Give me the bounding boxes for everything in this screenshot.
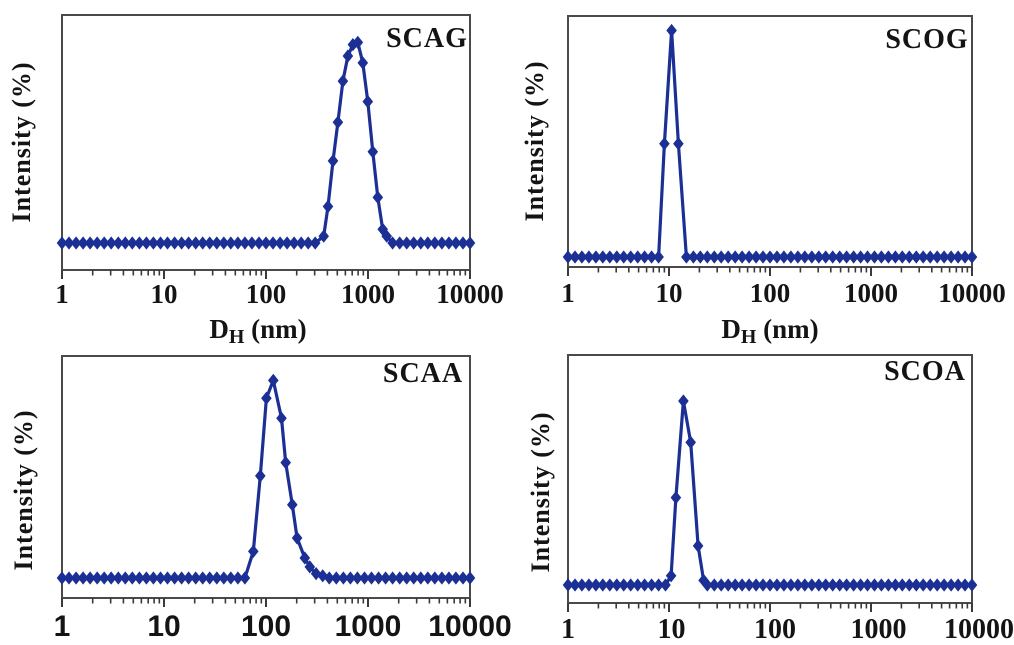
x-tick-label: 100 [754, 614, 796, 645]
x-tick-label: 1000 [341, 279, 395, 309]
x-tick-label: 100 [750, 278, 791, 308]
plot-border [61, 14, 471, 271]
y-axis-label: Intensity (%) [7, 61, 36, 222]
x-axis-label: DH (nm) [209, 314, 306, 348]
x-tick-label: 10 [147, 610, 180, 643]
plot-border [567, 354, 973, 604]
x-tick-label: 10 [151, 279, 178, 309]
x-tick-label: 1000 [335, 610, 402, 643]
panel-label: SCOG [885, 24, 968, 55]
x-tick-label: 100 [241, 610, 291, 643]
y-axis-label: Intensity (%) [526, 411, 555, 572]
x-tick-label: 1000 [851, 614, 907, 645]
panel-scog: 1 10 100 1000 10000 SCOG Intensity (%) DH (nm) [520, 15, 1006, 348]
panel-label: SCOA [884, 356, 966, 387]
y-axis-label: Intensity (%) [520, 60, 549, 221]
panel-label: SCAG [386, 23, 468, 54]
x-axis-ticks [61, 270, 471, 279]
x-tick-label: 10 [656, 278, 683, 308]
x-tick-label: 100 [246, 279, 287, 309]
x-tick-label: 10 [658, 614, 686, 645]
x-axis-ticks [567, 267, 973, 276]
plot-border [567, 15, 973, 268]
panel-scoa: 1 10 100 1000 10000 SCOA Intensity (%) [526, 354, 1014, 645]
x-tick-label: 10000 [428, 610, 511, 643]
x-tick-label: 10000 [938, 278, 1006, 308]
x-tick-label: 1 [561, 278, 575, 308]
x-tick-label: 10000 [436, 279, 504, 309]
x-tick-label: 1000 [844, 278, 898, 308]
x-axis-label: DH (nm) [721, 314, 818, 348]
y-axis-label: Intensity (%) [9, 409, 38, 570]
x-tick-label: 1 [55, 279, 69, 309]
x-tick-label: 1 [54, 610, 71, 643]
panel-label: SCAA [383, 358, 463, 389]
x-tick-label: 1 [561, 614, 575, 645]
x-axis-ticks [61, 598, 471, 607]
panel-scag: 1 10 100 1000 10000 SCAG Intensity (%) DH (nm) [7, 14, 504, 348]
panel-scaa: 1 10 100 1000 10000 SCAA Intensity (%) [9, 355, 512, 643]
x-tick-label: 10000 [944, 614, 1014, 645]
x-axis-ticks [567, 603, 973, 612]
